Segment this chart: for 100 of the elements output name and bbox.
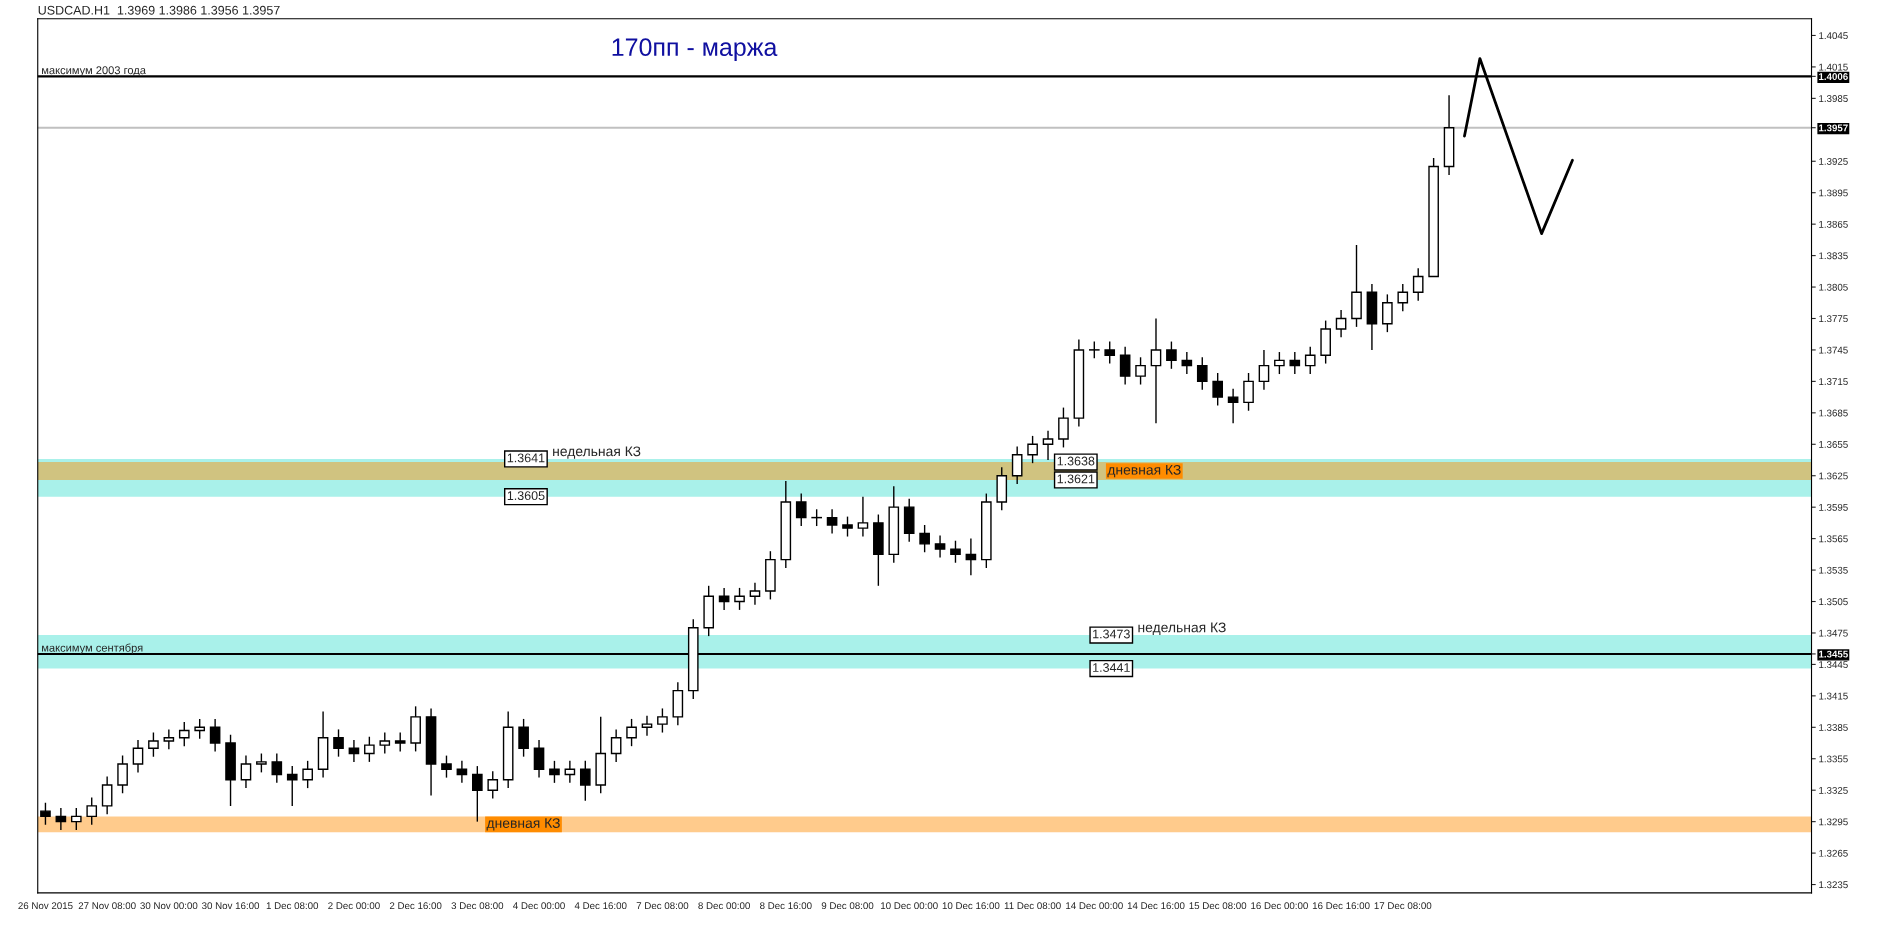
y-tick-label: 1.3865 (1819, 220, 1848, 228)
y-tick-label: 1.4045 (1819, 32, 1848, 40)
candlestick (1104, 340, 1116, 365)
x-tick-label: 9 Dec 08:00 (821, 902, 874, 910)
candlestick (1382, 293, 1393, 333)
candlestick (641, 715, 653, 737)
candlestick (1135, 356, 1146, 386)
annotation: 1.3621 (1057, 474, 1095, 484)
candlestick (1335, 309, 1347, 339)
y-tick-label: 1.3745 (1819, 346, 1848, 354)
x-tick-label: 2 Dec 16:00 (389, 902, 442, 910)
candlestick (40, 802, 51, 826)
y-tick-label: 1.3957 (1819, 124, 1848, 132)
annotation: 1.3605 (507, 491, 545, 501)
x-tick-label: 2 Dec 00:00 (328, 902, 380, 910)
ref-line-label: максимум 2003 года (42, 66, 146, 77)
y-tick-label: 1.3445 (1819, 661, 1848, 669)
y-tick-label: 1.3985 (1819, 95, 1848, 102)
candlestick (1150, 317, 1162, 425)
candlestick (1212, 372, 1224, 407)
band-label: недельная КЗ (1138, 622, 1226, 635)
y-tick-label: 1.3835 (1819, 252, 1848, 260)
y-tick-label: 1.3235 (1819, 881, 1848, 889)
candlestick (1304, 346, 1316, 375)
candlestick (117, 754, 128, 795)
candlestick (302, 760, 313, 789)
y-tick-label: 1.3385 (1819, 724, 1848, 731)
candlestick (70, 807, 82, 831)
candlestick (1258, 349, 1270, 391)
x-tick-label: 8 Dec 00:00 (698, 902, 750, 910)
candlestick (657, 707, 668, 734)
candlestick (333, 728, 344, 758)
x-tick-label: 15 Dec 08:00 (1189, 902, 1247, 910)
candlestick (1227, 388, 1239, 425)
band-label: недельная КЗ (553, 446, 641, 459)
candlestick (579, 760, 591, 802)
annotation: 1.3441 (1093, 663, 1130, 672)
candlestick (749, 581, 761, 606)
x-tick-label: 30 Nov 00:00 (140, 902, 198, 910)
y-tick-label: 1.3455 (1819, 650, 1848, 658)
y-tick-label: 1.3805 (1819, 283, 1848, 291)
candlestick (610, 728, 622, 763)
candlestick (950, 540, 961, 564)
x-tick-label: 30 Nov 16:00 (202, 902, 260, 910)
annotation: 1.3638 (1057, 456, 1095, 466)
y-tick-label: 1.3325 (1819, 786, 1848, 794)
ref-line-label: максимум сентября (42, 643, 143, 654)
y-tick-label: 1.3475 (1819, 629, 1848, 637)
candlestick (1058, 406, 1069, 449)
x-tick-label: 10 Dec 16:00 (942, 902, 1000, 910)
candlestick (286, 765, 298, 807)
candlestick (472, 765, 483, 823)
candlestick (1196, 356, 1208, 391)
candlestick (194, 718, 206, 740)
candlestick (379, 731, 391, 755)
x-tick-label: 16 Dec 16:00 (1312, 902, 1370, 910)
y-tick-label: 1.4015 (1819, 63, 1848, 71)
candlestick (1289, 351, 1301, 375)
candlestick (1042, 429, 1054, 461)
annotation: 1.3641 (507, 453, 545, 463)
candlestick (626, 718, 637, 747)
x-tick-label: 4 Dec 00:00 (513, 902, 565, 910)
candlestick (826, 508, 838, 535)
x-tick-label: 3 Dec 08:00 (451, 902, 504, 910)
candlestick (1274, 351, 1285, 375)
candlestick (163, 728, 175, 751)
candlestick (101, 775, 113, 816)
candlestick (857, 495, 869, 538)
candlestick (549, 760, 560, 784)
candlestick (1243, 372, 1254, 412)
y-tick-label: 1.3505 (1819, 598, 1848, 606)
y-tick-label: 1.4006 (1819, 73, 1848, 80)
band-label: дневная КЗ (486, 818, 560, 831)
candlestick (256, 752, 267, 774)
candlestick (441, 754, 452, 779)
candlestick (1166, 340, 1177, 370)
y-tick-label: 1.3625 (1819, 472, 1848, 480)
y-tick-label: 1.3715 (1819, 378, 1848, 386)
candlestick (394, 731, 406, 753)
candlestick (533, 739, 545, 779)
candlestick (1412, 267, 1424, 302)
candlestick (364, 736, 375, 763)
annotation: 1.3473 (1093, 629, 1130, 639)
x-tick-label: 1 Dec 08:00 (266, 902, 319, 910)
candlestick (240, 754, 252, 789)
candlestick (734, 587, 745, 611)
y-tick-label: 1.3925 (1819, 157, 1848, 165)
candlestick (518, 718, 529, 758)
candlestick (934, 534, 946, 559)
candlestick (271, 752, 283, 784)
candlestick (148, 731, 159, 758)
x-tick-label: 7 Dec 08:00 (636, 902, 689, 910)
chart-title: USDCAD.H1 1.3969 1.3986 1.3956 1.3957 (38, 5, 280, 15)
y-tick-label: 1.3295 (1819, 818, 1848, 826)
candlestick (842, 515, 853, 538)
x-tick-label: 16 Dec 00:00 (1251, 902, 1308, 910)
x-tick-label: 17 Dec 08:00 (1374, 902, 1432, 910)
candlestick (209, 718, 221, 753)
y-tick-label: 1.3775 (1819, 315, 1848, 323)
x-tick-label: 11 Dec 08:00 (1004, 902, 1061, 910)
